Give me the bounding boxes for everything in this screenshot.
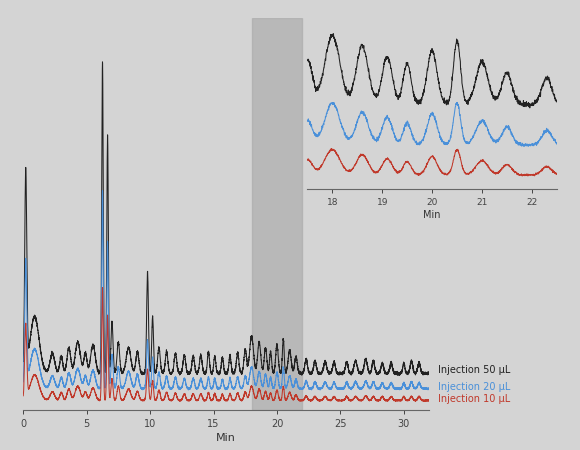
Text: Injection 10 μL: Injection 10 μL [438, 394, 510, 404]
Text: Injection 20 μL: Injection 20 μL [438, 382, 510, 392]
Bar [252, 18, 302, 410]
Text: Injection 50 μL: Injection 50 μL [438, 365, 510, 375]
X-axis label: Min: Min [216, 433, 236, 443]
X-axis label: Min: Min [423, 210, 441, 220]
